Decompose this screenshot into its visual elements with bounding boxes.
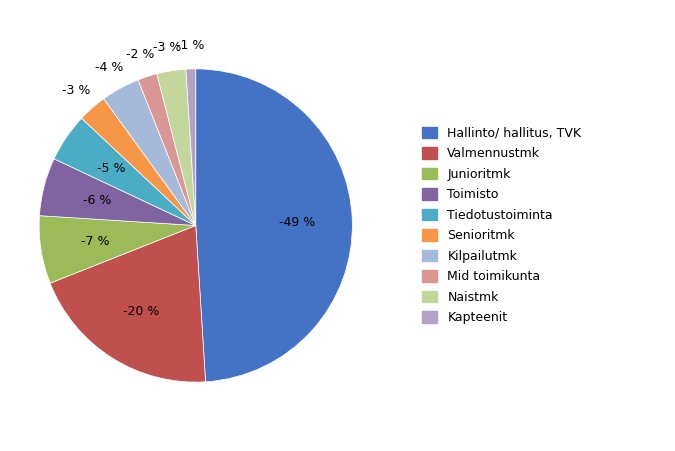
Text: -2 %: -2 %: [126, 48, 155, 61]
Legend: Hallinto/ hallitus, TVK, Valmennustmk, Junioritmk, Toimisto, Tiedotustoiminta, S: Hallinto/ hallitus, TVK, Valmennustmk, J…: [417, 122, 587, 329]
Text: -3 %: -3 %: [63, 84, 91, 97]
Wedge shape: [39, 216, 196, 283]
Wedge shape: [138, 74, 196, 225]
Text: -7 %: -7 %: [81, 235, 109, 248]
Wedge shape: [39, 159, 196, 226]
Text: -3 %: -3 %: [153, 41, 182, 54]
Text: -5 %: -5 %: [97, 162, 126, 175]
Wedge shape: [54, 118, 196, 226]
Wedge shape: [50, 226, 206, 382]
Wedge shape: [196, 69, 352, 382]
Text: -6 %: -6 %: [83, 193, 111, 207]
Text: -20 %: -20 %: [123, 305, 159, 318]
Text: -4 %: -4 %: [95, 61, 123, 74]
Wedge shape: [82, 99, 196, 226]
Text: -49 %: -49 %: [279, 216, 316, 229]
Wedge shape: [104, 80, 196, 226]
Text: -1 %: -1 %: [176, 39, 205, 52]
Wedge shape: [186, 69, 196, 226]
Wedge shape: [157, 69, 196, 226]
